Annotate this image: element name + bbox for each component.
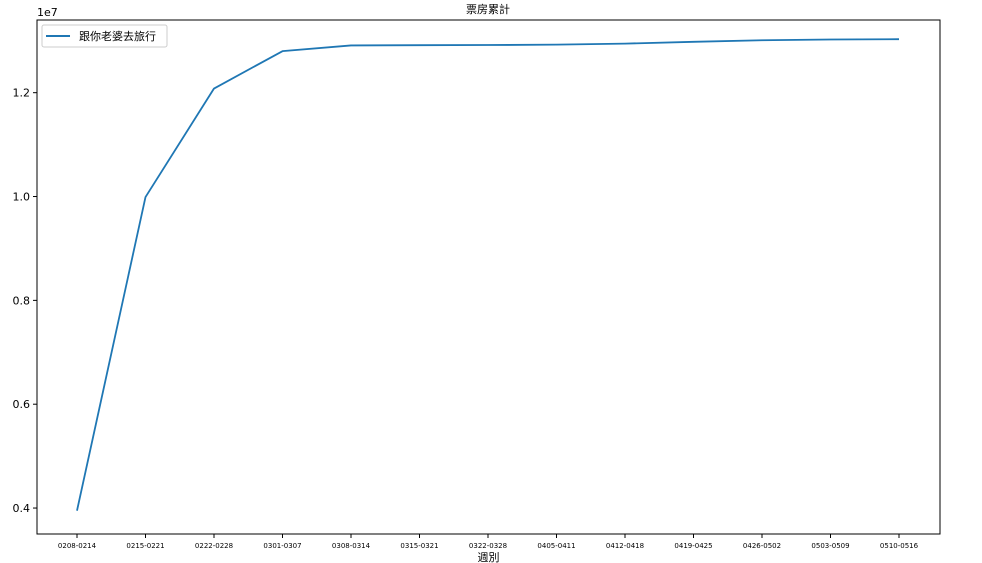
x-tick-label: 0301-0307 [263,542,301,550]
x-tick-label: 0222-0228 [195,542,233,550]
x-tick-label: 0405-0411 [537,542,575,550]
y-tick-label: 0.8 [13,294,31,307]
y-axis: 0.4 0.6 0.8 1.0 1.2 [13,87,37,515]
chart-title: 票房累計 [466,2,510,16]
x-tick-label: 0426-0502 [743,542,781,550]
x-axis-label: 週別 [478,551,500,563]
y-tick-label: 1.2 [13,87,31,100]
x-axis: 0208-0214 0215-0221 0222-0228 0301-0307 0308… [58,534,919,550]
x-tick-label: 0215-0221 [126,542,164,550]
y-offset-label: 1e7 [37,6,58,19]
x-tick-label: 0322-0328 [469,542,507,550]
y-tick-label: 0.4 [13,502,31,515]
legend-box [41,24,168,48]
x-tick-label: 0315-0321 [400,542,438,550]
x-tick-label: 0308-0314 [332,542,371,550]
y-tick-label: 1.0 [13,191,31,204]
x-tick-label: 0208-0214 [58,542,97,550]
legend-entry: 跟你老婆去旅行 [79,29,156,43]
series-layer [76,38,900,511]
x-tick-label: 0503-0509 [811,542,849,550]
x-tick-label: 0510-0516 [880,542,919,550]
legend: 跟你老婆去旅行 [41,24,168,48]
x-tick-label: 0419-0425 [674,542,712,550]
y-tick-label: 0.6 [13,398,31,411]
x-tick-label: 0412-0418 [606,542,644,550]
